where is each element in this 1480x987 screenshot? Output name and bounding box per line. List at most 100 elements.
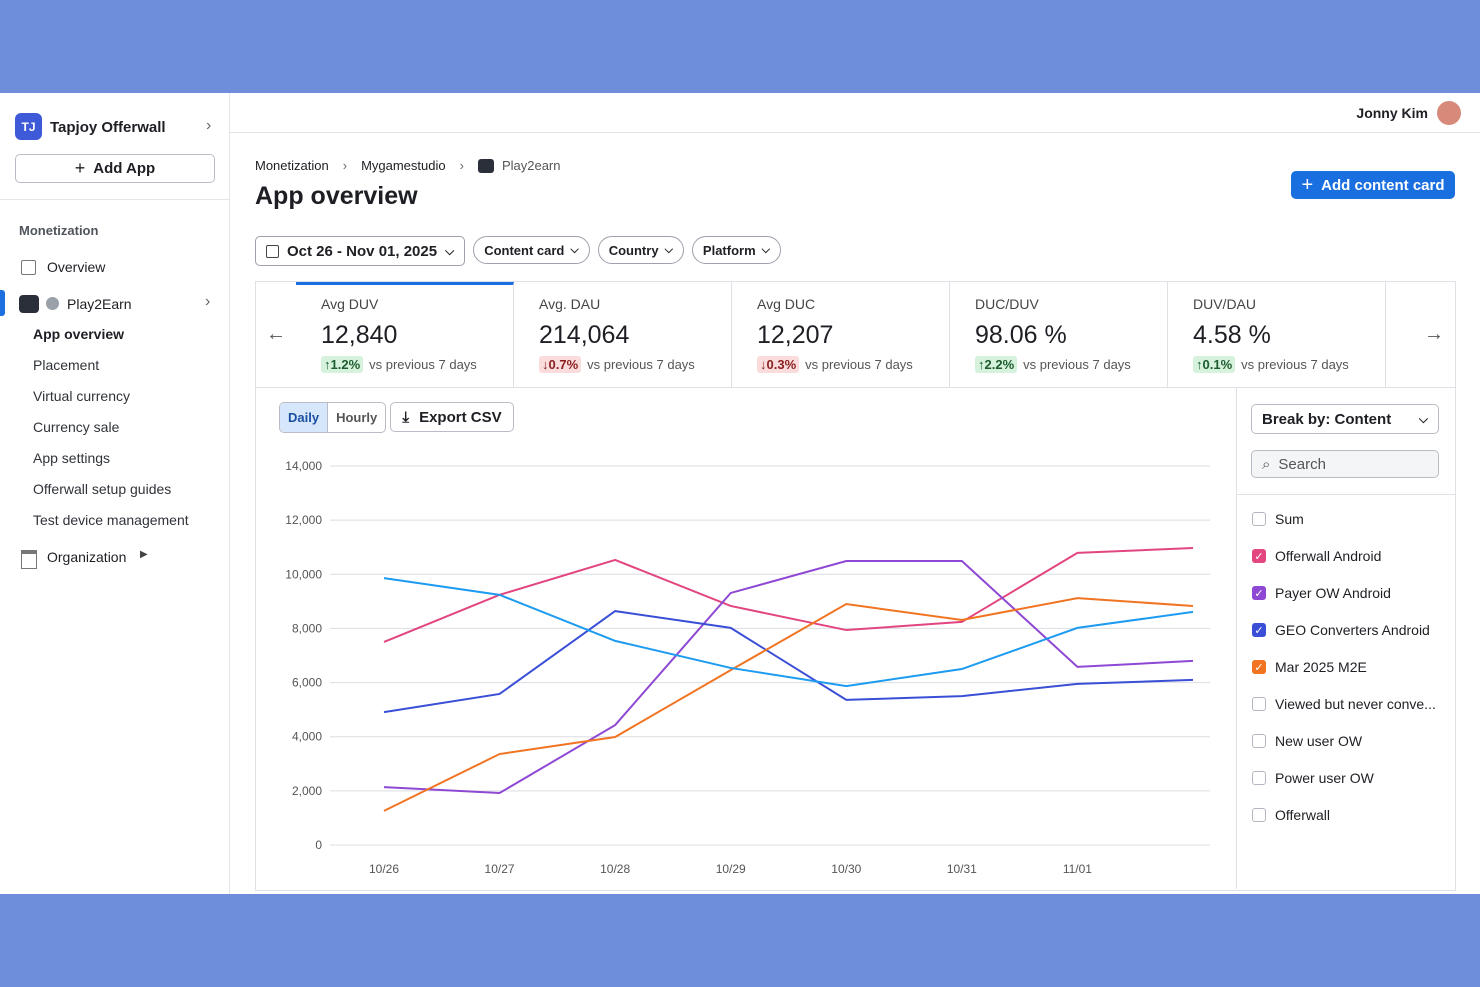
kpi-value: 98.06 % xyxy=(975,321,1067,349)
kpi-card[interactable]: Avg. DAU 214,064 ↓0.7% vs previous 7 days xyxy=(514,282,732,387)
org-icon xyxy=(21,550,37,569)
search-divider xyxy=(1237,494,1455,495)
breadcrumb: Monetization › Mygamestudio › Play2earn xyxy=(255,158,561,173)
breadcrumb-item[interactable]: Play2earn xyxy=(501,158,561,173)
kpi-change-row: ↑0.1% vs previous 7 days xyxy=(1193,356,1385,373)
metrics-panel xyxy=(255,281,1456,891)
app-name[interactable]: Play2Earn xyxy=(67,296,132,312)
header-divider xyxy=(230,132,1480,133)
nav-item[interactable]: Test device management xyxy=(33,512,189,528)
kpi-change: ↑0.1% xyxy=(1193,356,1236,373)
kpi-card[interactable]: Avg DUV 12,840 ↑1.2% vs previous 7 days xyxy=(296,282,514,387)
separator: › xyxy=(459,158,464,173)
chevron: › xyxy=(205,293,211,310)
legend-label: Offerwall Android xyxy=(1275,548,1382,564)
filter-chip[interactable]: Content card ⌵ xyxy=(473,236,590,264)
nav-item[interactable]: Placement xyxy=(33,357,100,373)
chevron: ⌵ xyxy=(570,243,579,256)
chevron: ⌵ xyxy=(761,243,770,256)
filter-label: Content card xyxy=(484,242,565,258)
legend-item[interactable]: ✓ Offerwall Android xyxy=(1252,548,1381,564)
active-marker xyxy=(0,290,5,316)
chevron: › xyxy=(206,117,212,134)
filter-chip[interactable]: Country ⌵ xyxy=(597,236,684,264)
checkbox[interactable]: ✓ xyxy=(1252,586,1266,600)
legend-item[interactable]: New user OW xyxy=(1252,733,1362,749)
kpi-value: 214,064 xyxy=(539,321,630,349)
kpi-change: ↑2.2% xyxy=(975,356,1018,373)
checkbox[interactable]: ✓ xyxy=(1252,549,1266,563)
toggle-option[interactable]: Hourly xyxy=(336,410,378,425)
break-by-label: Break by: Content xyxy=(1262,410,1392,428)
filter-label: Platform xyxy=(702,242,756,258)
kpi-note: vs previous 7 days xyxy=(587,357,695,372)
legend-label: Offerwall xyxy=(1275,807,1330,823)
date-filter[interactable]: Oct 26 - Nov 01, 2025 ⌵ xyxy=(255,236,466,266)
kpi-row: Avg DUV 12,840 ↑1.2% vs previous 7 days Avg.… xyxy=(296,282,1386,387)
organization-link[interactable]: Organization xyxy=(47,549,127,565)
overview-link[interactable]: Overview xyxy=(47,259,106,275)
legend-label: Sum xyxy=(1275,511,1304,527)
search-placeholder: Search xyxy=(1278,455,1326,473)
kpi-card[interactable]: DUC/DUV 98.06 % ↑2.2% vs previous 7 days xyxy=(950,282,1168,387)
legend-item[interactable]: ✓ Payer OW Android xyxy=(1252,585,1391,601)
date-range: Oct 26 - Nov 01, 2025 xyxy=(287,242,438,260)
legend-item[interactable]: Offerwall xyxy=(1252,807,1330,823)
caret: ▶ xyxy=(140,549,148,560)
breadcrumb-item[interactable]: Monetization xyxy=(255,158,329,173)
org-badge: TJ xyxy=(15,113,42,140)
export-button[interactable]: ⤓ Export CSV xyxy=(390,402,514,432)
legend-label: Payer OW Android xyxy=(1275,585,1391,601)
nav-item[interactable]: App settings xyxy=(33,450,111,466)
toggle-option[interactable]: Daily xyxy=(280,403,329,432)
kpi-label: Avg DUC xyxy=(757,296,816,312)
app-icon xyxy=(477,158,494,173)
android-icon xyxy=(46,297,59,310)
checkbox[interactable]: ✓ xyxy=(1252,660,1266,674)
user-name[interactable]: Jonny Kim xyxy=(1356,105,1428,121)
add-content-card-button[interactable]: + Add content card xyxy=(1291,171,1455,199)
kpi-change-row: ↓0.7% vs previous 7 days xyxy=(539,356,731,373)
checkbox[interactable] xyxy=(1252,697,1266,711)
search-box[interactable]: ⌕ Search xyxy=(1251,450,1439,478)
legend-item[interactable]: ✓ Mar 2025 M2E xyxy=(1252,659,1367,675)
nav-item[interactable]: App overview xyxy=(33,326,125,342)
avatar[interactable] xyxy=(1437,101,1461,125)
kpi-value: 12,840 xyxy=(321,321,398,349)
next-arrow[interactable]: → xyxy=(1424,323,1444,345)
kpi-divider xyxy=(256,387,1455,388)
checkbox[interactable] xyxy=(1252,512,1266,526)
legend-item[interactable]: ✓ GEO Converters Android xyxy=(1252,622,1430,638)
kpi-card[interactable]: Avg DUC 12,207 ↓0.3% vs previous 7 days xyxy=(732,282,950,387)
legend-label: Mar 2025 M2E xyxy=(1275,659,1367,675)
prev-arrow[interactable]: ← xyxy=(266,323,286,345)
legend-divider xyxy=(1236,387,1237,889)
kpi-note: vs previous 7 days xyxy=(1023,357,1131,372)
kpi-note: vs previous 7 days xyxy=(1241,357,1349,372)
kpi-note: vs previous 7 days xyxy=(805,357,913,372)
nav-item[interactable]: Currency sale xyxy=(33,419,120,435)
filter-chip[interactable]: Platform ⌵ xyxy=(691,236,781,264)
nav-item[interactable]: Virtual currency xyxy=(33,388,131,404)
kpi-change: ↓0.7% xyxy=(539,356,582,373)
checkbox[interactable] xyxy=(1252,734,1266,748)
kpi-value: 12,207 xyxy=(757,321,834,349)
checkbox[interactable]: ✓ xyxy=(1252,623,1266,637)
app-icon xyxy=(19,295,39,313)
breadcrumb-item[interactable]: Mygamestudio xyxy=(361,158,446,173)
break-by-select[interactable]: Break by: Content ⌵ xyxy=(1251,404,1439,434)
legend-item[interactable]: Power user OW xyxy=(1252,770,1374,786)
nav-item[interactable]: Offerwall setup guides xyxy=(33,481,172,497)
kpi-change: ↓0.3% xyxy=(757,356,800,373)
add-app-button[interactable]: + Add App xyxy=(15,154,215,183)
kpi-value: 4.58 % xyxy=(1193,321,1271,349)
org-name[interactable]: Tapjoy Offerwall xyxy=(50,119,166,136)
filter-label: Country xyxy=(608,242,659,258)
export-label: Export CSV xyxy=(419,408,502,426)
checkbox[interactable] xyxy=(1252,771,1266,785)
legend-item[interactable]: Sum xyxy=(1252,511,1304,527)
kpi-label: DUC/DUV xyxy=(975,296,1039,312)
legend-item[interactable]: Viewed but never conve... xyxy=(1252,696,1436,712)
checkbox[interactable] xyxy=(1252,808,1266,822)
kpi-card[interactable]: DUV/DAU 4.58 % ↑0.1% vs previous 7 days xyxy=(1168,282,1386,387)
